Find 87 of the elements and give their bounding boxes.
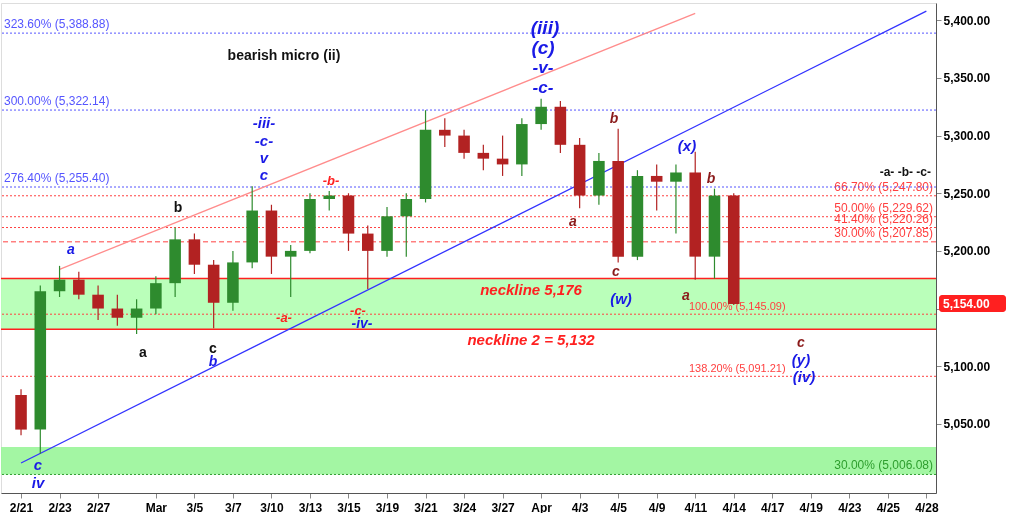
x-tick-label: 2/27 <box>86 500 111 515</box>
y-tick-label: 5,350.00 <box>943 71 991 86</box>
annotation: v <box>259 149 270 166</box>
x-tick-label: 4/5 <box>610 500 628 515</box>
annotation: -a- -b- -c- <box>879 165 931 179</box>
annotation: a <box>682 287 691 303</box>
annotation: -iii- <box>252 114 276 131</box>
candlestick <box>477 144 490 171</box>
annotation: -c- <box>350 303 366 318</box>
x-tick-label: 3/5 <box>186 500 204 515</box>
annotation: c <box>209 340 218 356</box>
annotation: (x) <box>677 137 697 154</box>
y-tick-label: 5,100.00 <box>943 359 991 374</box>
annotation: (c) <box>531 37 555 58</box>
ref-line-label: 30.00% (5,006.08) <box>834 458 933 473</box>
annotation: a <box>139 344 148 360</box>
annotation: c <box>797 334 806 350</box>
annotation: -iv- <box>351 315 373 331</box>
annotation: a <box>67 241 76 257</box>
y-tick-label: 5,050.00 <box>943 417 991 432</box>
x-tick-label: 4/14 <box>722 500 747 515</box>
annotation: c <box>259 166 269 183</box>
candlestick <box>400 192 413 258</box>
y-tick-label: 5,300.00 <box>943 129 991 144</box>
x-tick-label: Mar <box>145 500 168 515</box>
x-tick-label: 3/15 <box>337 500 361 515</box>
annotation: -b- <box>322 173 340 188</box>
ref-line-label: 138.20% (5,091.21) <box>689 362 786 375</box>
x-tick-label: 3/10 <box>260 500 284 515</box>
x-tick-label: 3/21 <box>414 500 439 515</box>
annotation: a <box>569 213 578 229</box>
x-tick-label: 3/24 <box>452 500 477 515</box>
annotation: (iv) <box>792 368 816 385</box>
x-tick-label: 3/7 <box>225 500 243 515</box>
x-tick-label: 2/21 <box>9 500 34 515</box>
candlestick <box>650 163 663 212</box>
ref-line-label: 100.00% (5,145.09) <box>689 300 786 313</box>
annotation: -c- <box>532 78 554 97</box>
candlestick <box>111 294 124 327</box>
candlestick <box>323 190 336 212</box>
x-tick-label: 3/13 <box>298 500 323 515</box>
x-tick-label: 4/11 <box>684 500 708 515</box>
ref-line-label: 66.70% (5,247.80) <box>834 179 933 194</box>
ref-line-label: 30.00% (5,207.85) <box>834 225 933 240</box>
annotation: (w) <box>610 290 632 307</box>
annotation: c <box>612 263 621 279</box>
x-tick-label: 2/23 <box>48 500 73 515</box>
x-tick-label: 4/3 <box>571 500 589 515</box>
ref-line-label: neckline 5,176 <box>480 280 583 298</box>
candlestick <box>439 117 451 148</box>
candlestick <box>670 163 682 235</box>
candlestick <box>92 284 104 321</box>
annotation: -v- <box>532 58 554 77</box>
x-tick-label: 4/28 <box>915 500 939 515</box>
annotation: (iii) <box>530 17 560 38</box>
x-tick-label: 4/17 <box>761 500 785 515</box>
candlestick <box>361 224 374 290</box>
x-tick-label: 4/25 <box>876 500 901 515</box>
annotation: bearish micro (ii) <box>227 47 341 63</box>
annotation: -a- <box>276 310 292 325</box>
candlestick <box>73 271 85 300</box>
y-tick-label: 5,250.00 <box>943 186 991 201</box>
ref-line-label: 323.60% (5,388.88) <box>4 17 110 32</box>
x-tick-label: 4/9 <box>648 500 666 515</box>
annotation: b <box>173 199 183 215</box>
annotation: iv <box>31 474 46 491</box>
y-tick-label: 5,400.00 <box>943 13 991 28</box>
annotation: (y) <box>791 351 811 368</box>
candlestick <box>130 298 143 335</box>
x-tick-label: 4/19 <box>799 500 824 515</box>
x-tick-label: 3/19 <box>375 500 400 515</box>
candlestick <box>458 129 470 160</box>
ref-line-label: 276.40% (5,255.40) <box>4 171 110 186</box>
text: 5,154.00 <box>943 297 991 311</box>
ref-line-label: neckline 2 = 5,132 <box>467 331 596 349</box>
annotation: -c- <box>254 132 274 149</box>
candlestick <box>535 98 547 131</box>
annotation: b <box>609 110 619 126</box>
candlestick <box>53 265 66 298</box>
annotation: b <box>706 170 716 186</box>
x-tick-label: 4/23 <box>838 500 862 515</box>
annotation: b <box>208 353 218 369</box>
x-tick-label: 3/27 <box>491 500 516 515</box>
candlestick <box>284 244 297 298</box>
annotation: c <box>33 456 43 473</box>
y-tick-label: 5,200.00 <box>943 244 991 259</box>
ref-line-label: 300.00% (5,322.14) <box>4 94 110 109</box>
